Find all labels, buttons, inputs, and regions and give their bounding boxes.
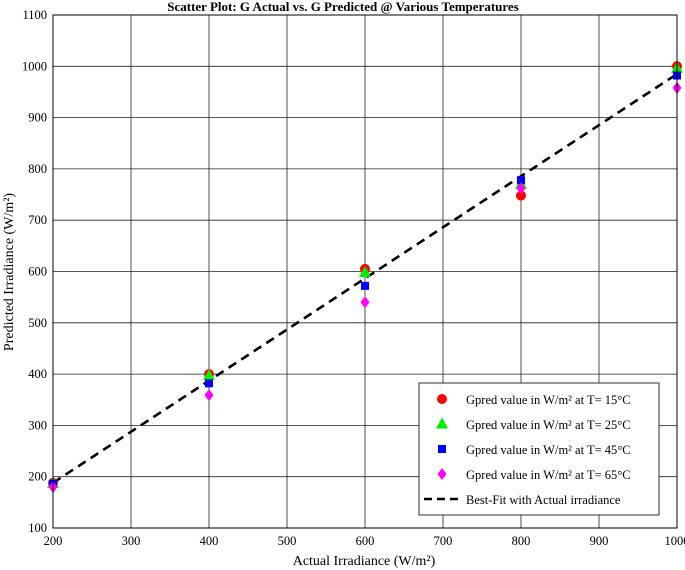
- y-axis-label: Predicted Irradiance (W/m²): [2, 193, 17, 351]
- best-fit-line: [52, 72, 678, 484]
- y-tick-label: 900: [28, 111, 47, 125]
- legend-label: Gpred value in W/m² at T= 65°C: [466, 468, 631, 482]
- x-tick-label: 900: [590, 534, 609, 548]
- legend-marker-triangle: [436, 417, 448, 429]
- y-tick-label: 500: [28, 316, 47, 330]
- legend: Gpred value in W/m² at T= 15°C Gpred valu…: [418, 382, 660, 516]
- x-tick-label: 800: [512, 534, 531, 548]
- y-tick-label: 600: [28, 265, 47, 279]
- x-tick-label: 300: [122, 534, 141, 548]
- data-point-diamond: [204, 389, 214, 402]
- x-tick-label: 700: [434, 534, 453, 548]
- x-axis-label: Actual Irradiance (W/m²): [293, 554, 436, 569]
- x-tick-labels: 200 300 400 500 600 700 800 900 1000: [44, 534, 685, 548]
- y-tick-label: 100: [28, 521, 47, 535]
- x-tick-label: 600: [356, 534, 375, 548]
- y-tick-labels: 100 200 300 400 500 600 700 800 900 1000 1100: [22, 8, 47, 535]
- y-tick-label: 800: [28, 162, 47, 176]
- legend-label: Gpred value in W/m² at T= 45°C: [466, 443, 631, 457]
- legend-marker-circle: [437, 394, 447, 404]
- data-point-circle: [516, 190, 526, 201]
- y-tick-label: 400: [28, 367, 47, 381]
- x-tick-label: 400: [200, 534, 219, 548]
- data-point-square: [205, 379, 213, 388]
- data-point-triangle: [203, 369, 215, 381]
- legend-box: [418, 382, 660, 516]
- y-tick-label: 300: [28, 418, 47, 432]
- legend-marker-square: [438, 445, 446, 453]
- data-point-diamond: [360, 296, 370, 309]
- y-tick-label: 1100: [22, 8, 47, 22]
- chart-title: Scatter Plot: G Actual vs. G Predicted @…: [167, 0, 519, 14]
- data-point-square: [361, 281, 369, 290]
- data-point-diamond: [516, 182, 526, 195]
- data-points: [47, 61, 683, 493]
- legend-marker-diamond: [437, 468, 447, 480]
- legend-label: Gpred value in W/m² at T= 15°C: [466, 393, 631, 407]
- y-tick-label: 1000: [22, 59, 47, 73]
- y-tick-label: 200: [28, 470, 47, 484]
- x-tick-label: 200: [44, 534, 63, 548]
- data-point-square: [517, 176, 525, 185]
- y-tick-label: 700: [28, 213, 47, 227]
- legend-label: Gpred value in W/m² at T= 25°C: [466, 418, 631, 432]
- plot-frame: [52, 14, 678, 529]
- x-tick-label: 1000: [665, 534, 685, 548]
- legend-label: Best-Fit with Actual irradiance: [466, 493, 621, 507]
- x-tick-label: 500: [278, 534, 297, 548]
- grid-lines: [52, 14, 678, 529]
- data-point-triangle: [359, 266, 371, 278]
- fit-line-layer: [52, 72, 678, 484]
